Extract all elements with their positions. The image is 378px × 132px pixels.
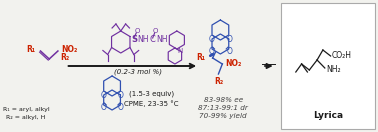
Text: N: N bbox=[177, 48, 182, 54]
FancyBboxPatch shape bbox=[281, 3, 375, 129]
Text: NH: NH bbox=[156, 36, 168, 44]
Text: R₁: R₁ bbox=[26, 44, 36, 53]
Text: O: O bbox=[118, 91, 124, 100]
Text: CO₂H: CO₂H bbox=[332, 51, 352, 60]
Text: O: O bbox=[226, 34, 232, 44]
Text: O: O bbox=[209, 34, 215, 44]
Text: NO₂: NO₂ bbox=[61, 44, 77, 53]
Text: NH₂: NH₂ bbox=[326, 65, 341, 74]
Text: Lyrica: Lyrica bbox=[313, 112, 343, 121]
Text: R₁ = aryl, alkyl: R₁ = aryl, alkyl bbox=[3, 107, 49, 112]
Text: (0.2-3 mol %): (0.2-3 mol %) bbox=[114, 69, 162, 75]
Text: C: C bbox=[150, 36, 156, 44]
Text: R₁: R₁ bbox=[197, 53, 206, 62]
Text: O: O bbox=[101, 91, 106, 100]
Text: NO₂: NO₂ bbox=[225, 58, 242, 67]
Text: O: O bbox=[209, 46, 215, 55]
Text: (1.5-3 equiv): (1.5-3 equiv) bbox=[129, 91, 174, 97]
Text: O: O bbox=[135, 28, 140, 34]
Text: O: O bbox=[226, 46, 232, 55]
Text: 70-99% yield: 70-99% yield bbox=[200, 113, 247, 119]
Text: NH: NH bbox=[137, 36, 149, 44]
Text: O: O bbox=[153, 28, 158, 34]
Text: CPME, 23-35 °C: CPME, 23-35 °C bbox=[124, 101, 179, 107]
Text: O: O bbox=[118, 103, 124, 112]
Text: 83-98% ee: 83-98% ee bbox=[204, 97, 243, 103]
Text: R₂: R₂ bbox=[60, 53, 69, 62]
Text: S: S bbox=[131, 36, 137, 44]
Text: O: O bbox=[101, 103, 106, 112]
Text: R₂ = alkyl, H: R₂ = alkyl, H bbox=[6, 114, 46, 119]
Text: R₂: R₂ bbox=[214, 77, 223, 86]
Text: 87:13-99:1 dr: 87:13-99:1 dr bbox=[198, 105, 248, 111]
